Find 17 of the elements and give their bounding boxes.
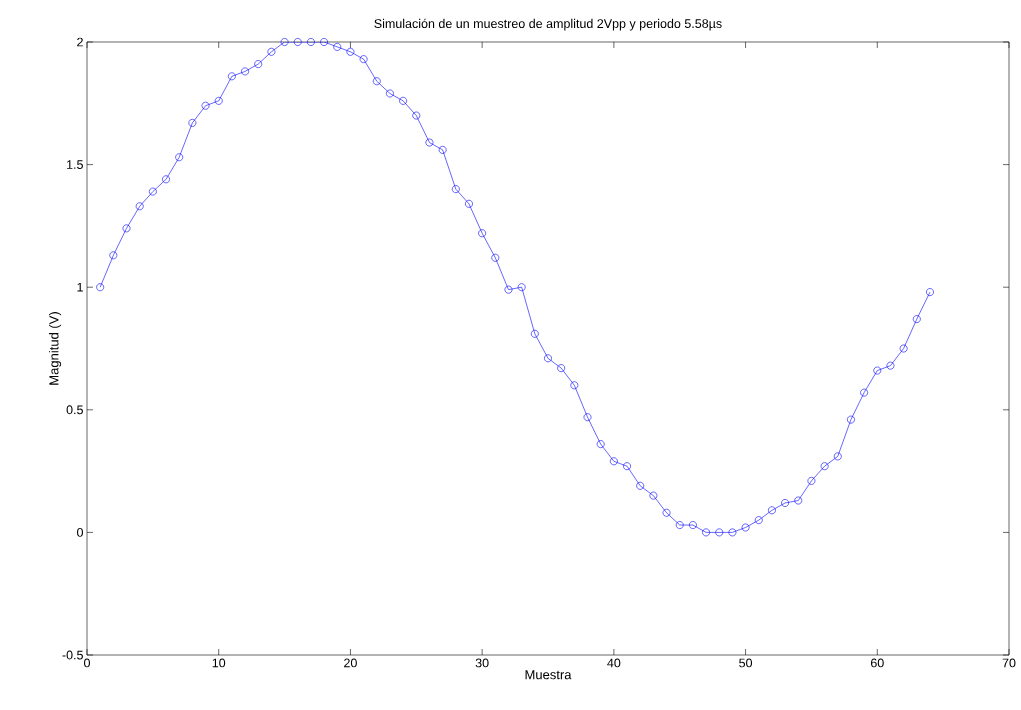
x-tick-label: 40 (607, 658, 621, 668)
x-tick-label: 50 (739, 658, 753, 668)
x-tick-label: 60 (870, 658, 884, 668)
y-tick-label: -0.5 (62, 650, 83, 660)
x-tick-label: 30 (475, 658, 489, 668)
chart-title: Simulación de un muestreo de amplitud 2Vpp y periodo 5.58µs (374, 18, 722, 31)
x-tick-label: 10 (212, 658, 226, 668)
y-tick-label: 1.5 (67, 160, 83, 169)
y-tick-label: 0.5 (66, 405, 83, 415)
y-tick-label: 1 (77, 282, 83, 292)
x-tick-label: 20 (344, 658, 357, 668)
y-axis-title: Magnitud (V) (48, 312, 62, 385)
x-axis-title: Muestra (525, 670, 572, 680)
y-tick-label: 2 (77, 37, 83, 47)
y-tick-label: 0 (77, 527, 83, 537)
x-tick-label: 70 (1002, 658, 1016, 668)
x-tick-label: 0 (84, 658, 90, 668)
